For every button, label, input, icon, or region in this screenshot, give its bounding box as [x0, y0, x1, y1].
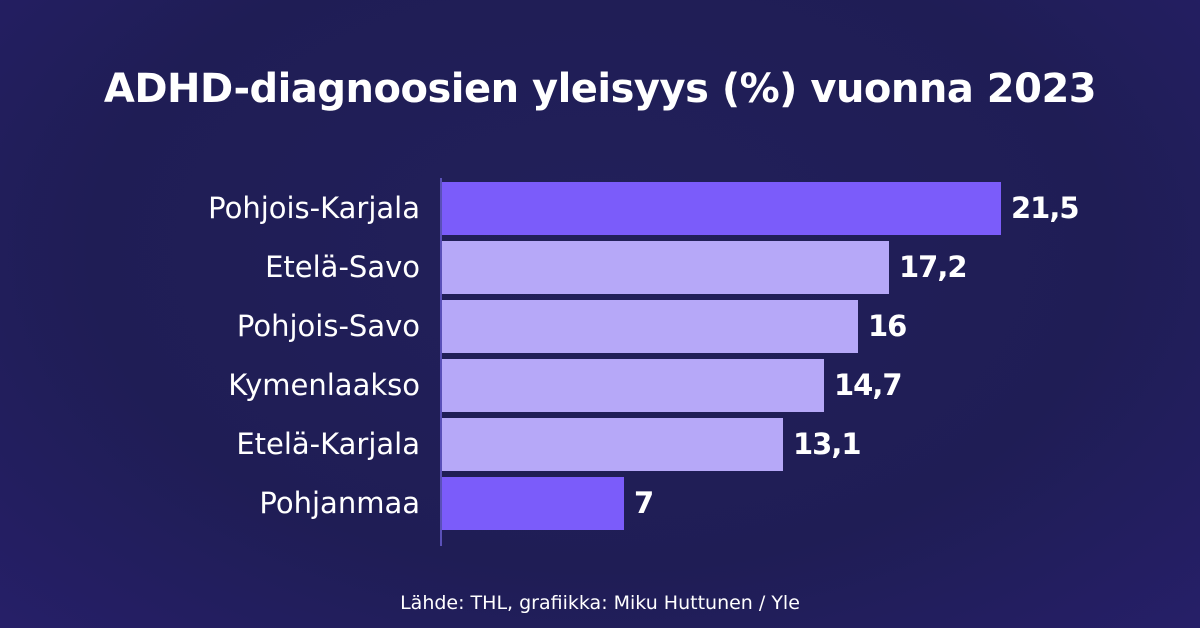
bar-label: Pohjois-Savo — [236, 309, 420, 343]
bar — [442, 477, 624, 530]
bar-value: 14,7 — [834, 368, 903, 402]
bar-label: Pohjanmaa — [259, 486, 420, 520]
bar-value: 16 — [868, 309, 907, 343]
bar-value: 13,1 — [793, 427, 862, 461]
chart-title: ADHD-diagnoosien yleisyys (%) vuonna 202… — [103, 66, 1097, 112]
bar-row: Pohjois-Karjala 21,5 — [0, 182, 1200, 235]
source-credit: Lähde: THL, grafiikka: Miku Huttunen / Y… — [400, 592, 800, 614]
bar — [442, 182, 1001, 235]
bar — [442, 300, 858, 353]
bar-value: 17,2 — [899, 250, 968, 284]
bar-value: 7 — [634, 486, 654, 520]
bar-label: Etelä-Savo — [265, 250, 420, 284]
bar-label: Kymenlaakso — [228, 368, 420, 402]
bar — [442, 241, 889, 294]
bar-row: Pohjanmaa 7 — [0, 477, 1200, 530]
bar-label: Pohjois-Karjala — [208, 191, 420, 225]
bar-label: Etelä-Karjala — [236, 427, 420, 461]
bar — [442, 418, 783, 471]
bar-row: Etelä-Karjala 13,1 — [0, 418, 1200, 471]
bar-value: 21,5 — [1011, 191, 1080, 225]
bar-row: Pohjois-Savo 16 — [0, 300, 1200, 353]
y-axis-line — [440, 178, 442, 546]
bar-row: Kymenlaakso 14,7 — [0, 359, 1200, 412]
bar — [442, 359, 824, 412]
bar-row: Etelä-Savo 17,2 — [0, 241, 1200, 294]
